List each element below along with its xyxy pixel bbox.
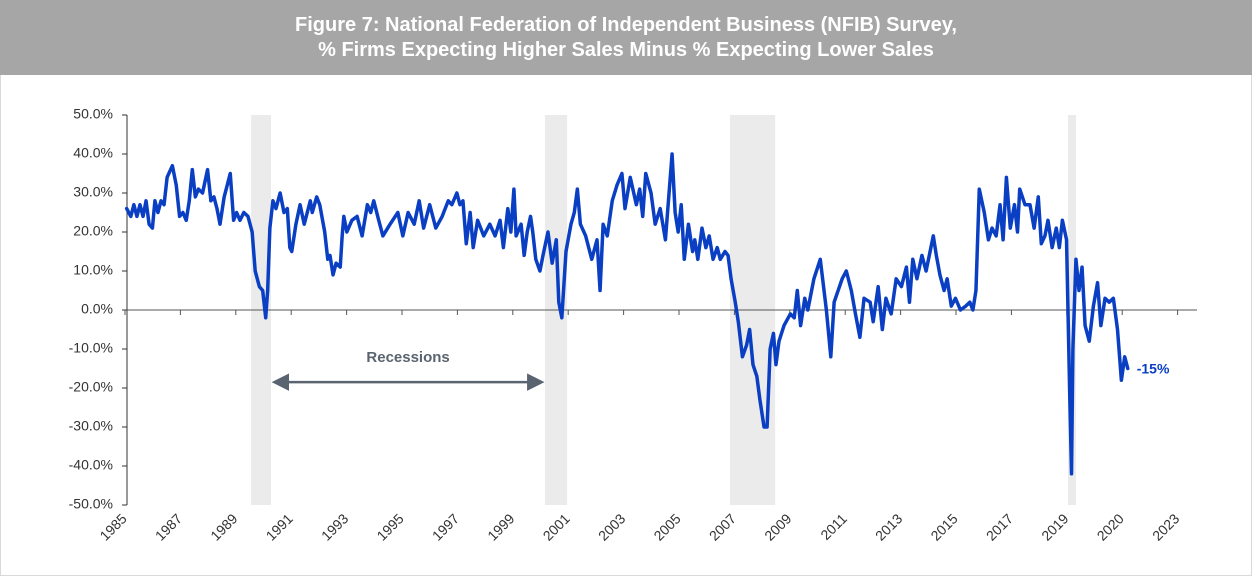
y-tick-label: 0.0% (81, 301, 113, 317)
y-tick-label: 50.0% (73, 106, 113, 122)
marks: Recessions -15% (124, 152, 1170, 476)
y-tick-label: 20.0% (73, 223, 113, 239)
y-tick-label: 40.0% (73, 145, 113, 161)
end-label: -15% (1137, 361, 1170, 377)
y-tick-label: -50.0% (69, 496, 113, 512)
y-tick-label: -30.0% (69, 418, 113, 434)
annotation-label: Recessions (366, 349, 449, 366)
chart-title: % Firms Expecting Higher Sales Minus % E… (318, 39, 934, 61)
data-line (124, 152, 1130, 476)
y-tick-label: -40.0% (69, 457, 113, 473)
y-tick-label: -20.0% (69, 379, 113, 395)
y-tick-label: 10.0% (73, 262, 113, 278)
title-banner (0, 0, 1252, 75)
y-tick-label: -10.0% (69, 340, 113, 356)
chart-title: Figure 7: National Federation of Indepen… (295, 14, 957, 36)
y-tick-label: 30.0% (73, 184, 113, 200)
